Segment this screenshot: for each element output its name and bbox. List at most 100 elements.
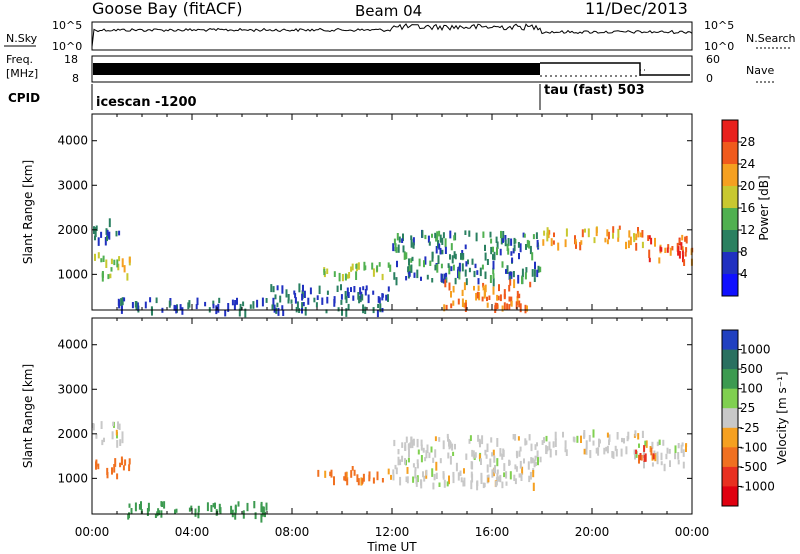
heatmap-cell xyxy=(492,273,495,279)
heatmap-cell xyxy=(536,450,539,459)
colorbar-block xyxy=(722,330,738,351)
heatmap-cell xyxy=(290,299,293,304)
heatmap-cell xyxy=(105,259,108,268)
heatmap-cell xyxy=(103,437,105,443)
heatmap-cell xyxy=(506,243,509,251)
heatmap-cell xyxy=(488,295,491,300)
noise-left-tick-top: 10^5 xyxy=(52,19,82,32)
heatmap-cell xyxy=(252,301,255,309)
heatmap-cell xyxy=(355,271,358,280)
heatmap-cell xyxy=(635,451,638,458)
colorbar-tick-label: 12 xyxy=(740,223,755,237)
heatmap-cell xyxy=(543,230,546,236)
heatmap-cell xyxy=(281,285,284,294)
heatmap-cell xyxy=(94,230,97,238)
heatmap-cell xyxy=(583,432,586,439)
heatmap-cell xyxy=(503,463,506,472)
heatmap-cell xyxy=(325,309,328,314)
heatmap-cell xyxy=(435,246,438,254)
heatmap-cell xyxy=(633,236,636,243)
heatmap-cell xyxy=(442,232,445,239)
heatmap-cell xyxy=(275,307,278,314)
noise-right-tick-top: 10^5 xyxy=(704,19,734,32)
heatmap-cell xyxy=(136,302,139,311)
heatmap-cell xyxy=(665,453,668,460)
heatmap-cell xyxy=(528,240,531,249)
velocity-colorbar: 1000 500 100 25 -25 -100 -500 -1000 Velocity [m… xyxy=(721,329,789,507)
heatmap-cell xyxy=(465,278,468,286)
heatmap-cell xyxy=(526,239,529,248)
heatmap-cell xyxy=(677,443,680,449)
heatmap-cell xyxy=(416,438,419,448)
heatmap-cell xyxy=(512,271,515,278)
heatmap-cell xyxy=(420,479,423,489)
heatmap-cell xyxy=(660,247,663,252)
heatmap-cell xyxy=(410,264,413,273)
heatmap-cell xyxy=(396,260,398,268)
heatmap-cell xyxy=(324,470,327,478)
heatmap-cell xyxy=(651,441,654,449)
heatmap-cell xyxy=(432,457,435,463)
heatmap-cell xyxy=(409,442,412,449)
heatmap-cell xyxy=(441,249,444,255)
heatmap-cell xyxy=(503,302,506,311)
heatmap-cell xyxy=(372,290,375,295)
heatmap-cell xyxy=(465,453,468,460)
heatmap-cell xyxy=(656,456,659,465)
heatmap-cell xyxy=(516,296,519,305)
heatmap-cell xyxy=(638,454,640,464)
heatmap-cell xyxy=(639,453,642,461)
heatmap-cell xyxy=(346,477,349,486)
heatmap-cell xyxy=(484,252,487,261)
heatmap-cell xyxy=(449,254,451,260)
heatmap-cell xyxy=(128,503,131,508)
heatmap-cell xyxy=(557,242,560,251)
heatmap-cell xyxy=(210,505,213,512)
heatmap-cell xyxy=(592,429,595,438)
heatmap-cell xyxy=(685,247,688,253)
heatmap-cell xyxy=(385,294,388,301)
heatmap-cell xyxy=(412,476,415,483)
heatmap-cell xyxy=(371,262,374,270)
heatmap-cell xyxy=(307,297,310,305)
heatmap-cell xyxy=(326,290,329,295)
heatmap-cell xyxy=(525,244,527,250)
heatmap-cell xyxy=(449,230,452,239)
heatmap-cell xyxy=(425,450,428,459)
heatmap-cell xyxy=(173,304,176,311)
heatmap-cell xyxy=(523,233,526,238)
x-tick-label: 16:00 xyxy=(475,525,510,539)
heatmap-cell xyxy=(616,432,619,440)
heatmap-cell xyxy=(521,466,524,475)
heatmap-cell xyxy=(414,470,417,479)
heatmap-cell xyxy=(449,455,452,465)
heatmap-cell xyxy=(518,473,521,478)
heatmap-cell xyxy=(642,451,645,458)
heatmap-cell xyxy=(653,450,656,455)
heatmap-cell xyxy=(140,501,142,510)
heatmap-cell xyxy=(495,480,498,488)
heatmap-cell xyxy=(424,457,427,462)
heatmap-cell xyxy=(274,294,277,300)
velocity-y-axis: 1000 2000 3000 4000 xyxy=(57,338,692,485)
power-colorbar-label: Power [dB] xyxy=(757,175,771,240)
heatmap-cell xyxy=(513,474,516,481)
heatmap-cell xyxy=(511,257,514,263)
heatmap-cell xyxy=(666,247,669,253)
heatmap-cell xyxy=(435,461,438,471)
heatmap-cell xyxy=(565,228,568,237)
heatmap-cell xyxy=(536,442,538,447)
heatmap-cell xyxy=(285,289,288,298)
heatmap-cell xyxy=(168,300,171,308)
heatmap-cell xyxy=(530,443,533,452)
heatmap-cell xyxy=(497,476,500,482)
heatmap-cell xyxy=(294,297,297,304)
heatmap-cell xyxy=(330,469,333,478)
heatmap-cell xyxy=(450,243,453,251)
heatmap-cell xyxy=(379,303,382,313)
heatmap-cell xyxy=(362,473,365,482)
heatmap-cell xyxy=(115,230,118,237)
heatmap-cell xyxy=(453,251,456,259)
heatmap-cell xyxy=(490,246,493,255)
